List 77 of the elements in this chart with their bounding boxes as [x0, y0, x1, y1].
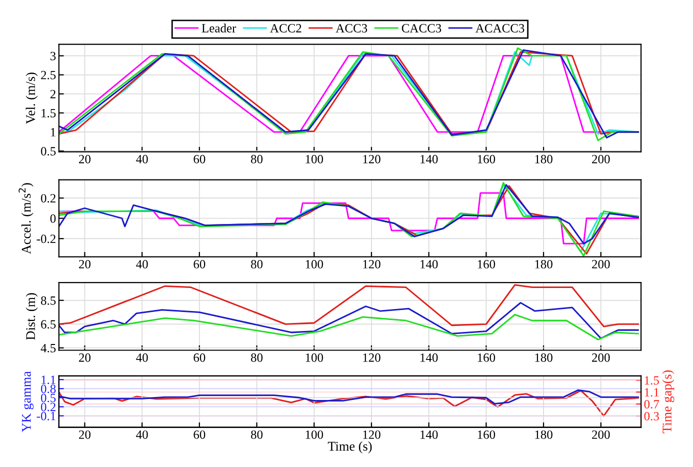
legend-label: Leader [202, 24, 236, 32]
x-tick-label: 40 [136, 154, 148, 164]
x-tick-label: 120 [363, 260, 380, 268]
x-tick-label: 180 [535, 260, 552, 268]
y2-tick-label: 0.3 [644, 412, 659, 420]
y-tick-label: 0.8 [40, 384, 56, 394]
y-tick-label: 1.1 [42, 376, 56, 384]
y-tick-label: 6.5 [41, 320, 56, 329]
x-tick-label: 60 [194, 430, 206, 439]
x-tick-label: 160 [478, 353, 496, 362]
x-tick-label: 160 [478, 260, 496, 268]
line-series [58, 389, 639, 404]
x-tick-label: 20 [79, 353, 90, 362]
x-tick-label: 140 [420, 154, 438, 164]
y-tick-label: 0.5 [40, 394, 56, 402]
x-tick-label: 80 [250, 430, 263, 439]
y-tick-label: 1 [50, 128, 56, 136]
x-tick-label: 180 [535, 154, 552, 164]
x-tick-label: 200 [592, 430, 610, 439]
y-tick-label: 0.5 [40, 147, 56, 156]
x-tick-label: 80 [250, 353, 263, 362]
x-tick-label: 100 [306, 260, 324, 268]
x-tick-label: 100 [306, 430, 324, 439]
y2-axis-title: Time gap(s) [662, 370, 674, 434]
y2-tick-label: 0.7 [644, 400, 660, 409]
y-tick-label: 0.2 [40, 194, 56, 203]
x-tick-label: 20 [79, 154, 90, 164]
line-series [58, 284, 639, 328]
legend-label: ACACC3 [476, 24, 524, 32]
y-tick-label: 3 [50, 52, 56, 60]
x-tick-label: 60 [194, 353, 206, 362]
x-tick-label: 20 [79, 430, 90, 439]
x-tick-label: 60 [194, 260, 206, 268]
y-axis-title: YK gamma [22, 371, 34, 432]
x-tick-label: 140 [420, 353, 438, 362]
x-axis-title: Time (s) [328, 441, 372, 454]
x-tick-label: 60 [194, 154, 206, 164]
legend-label: CACC3 [402, 24, 442, 32]
x-tick-label: 200 [592, 260, 610, 268]
legend-label: ACC3 [336, 24, 368, 32]
x-tick-label: 20 [79, 260, 90, 268]
x-tick-label: 160 [478, 154, 496, 164]
x-tick-label: 120 [363, 154, 380, 164]
x-tick-label: 140 [420, 430, 438, 439]
line-series [58, 314, 639, 340]
y-tick-label: -0.1 [36, 412, 56, 420]
y-axis-title: Accel. (m/s$^{2}$) [18, 183, 34, 254]
x-tick-label: 80 [250, 154, 263, 164]
x-tick-label: 180 [535, 430, 552, 439]
y-tick-label: 1.5 [42, 109, 56, 118]
line-series [58, 302, 639, 340]
y-tick-label: 2 [50, 90, 56, 98]
line-series [58, 390, 639, 417]
y2-tick-label: 1.5 [644, 376, 659, 385]
x-tick-label: 80 [250, 260, 263, 268]
x-tick-label: 40 [136, 430, 148, 439]
y-tick-label: 4.5 [40, 344, 56, 352]
x-tick-label: 180 [535, 353, 552, 362]
y-tick-label: 0 [50, 214, 56, 223]
y-axis-title: Dist. (m) [26, 293, 38, 340]
x-tick-label: 100 [306, 154, 324, 164]
legend-label: ACC2 [270, 24, 302, 32]
y-tick-label: 0.2 [40, 402, 56, 412]
x-tick-label: 160 [478, 430, 496, 439]
y-tick-label: -0.2 [36, 234, 56, 244]
y-tick-label: 8.5 [40, 296, 56, 305]
y2-tick-label: 1.1 [644, 388, 659, 397]
x-tick-label: 200 [592, 353, 610, 362]
x-tick-label: 100 [306, 353, 324, 362]
x-tick-label: 140 [420, 260, 438, 268]
x-tick-label: 120 [363, 353, 380, 362]
x-tick-label: 40 [136, 260, 148, 268]
y-tick-label: 2.5 [41, 70, 56, 80]
x-tick-label: 200 [592, 154, 610, 164]
x-tick-label: 40 [136, 353, 148, 362]
y-axis-title: Vel. (m/s) [26, 72, 38, 124]
x-tick-label: 120 [363, 430, 380, 439]
